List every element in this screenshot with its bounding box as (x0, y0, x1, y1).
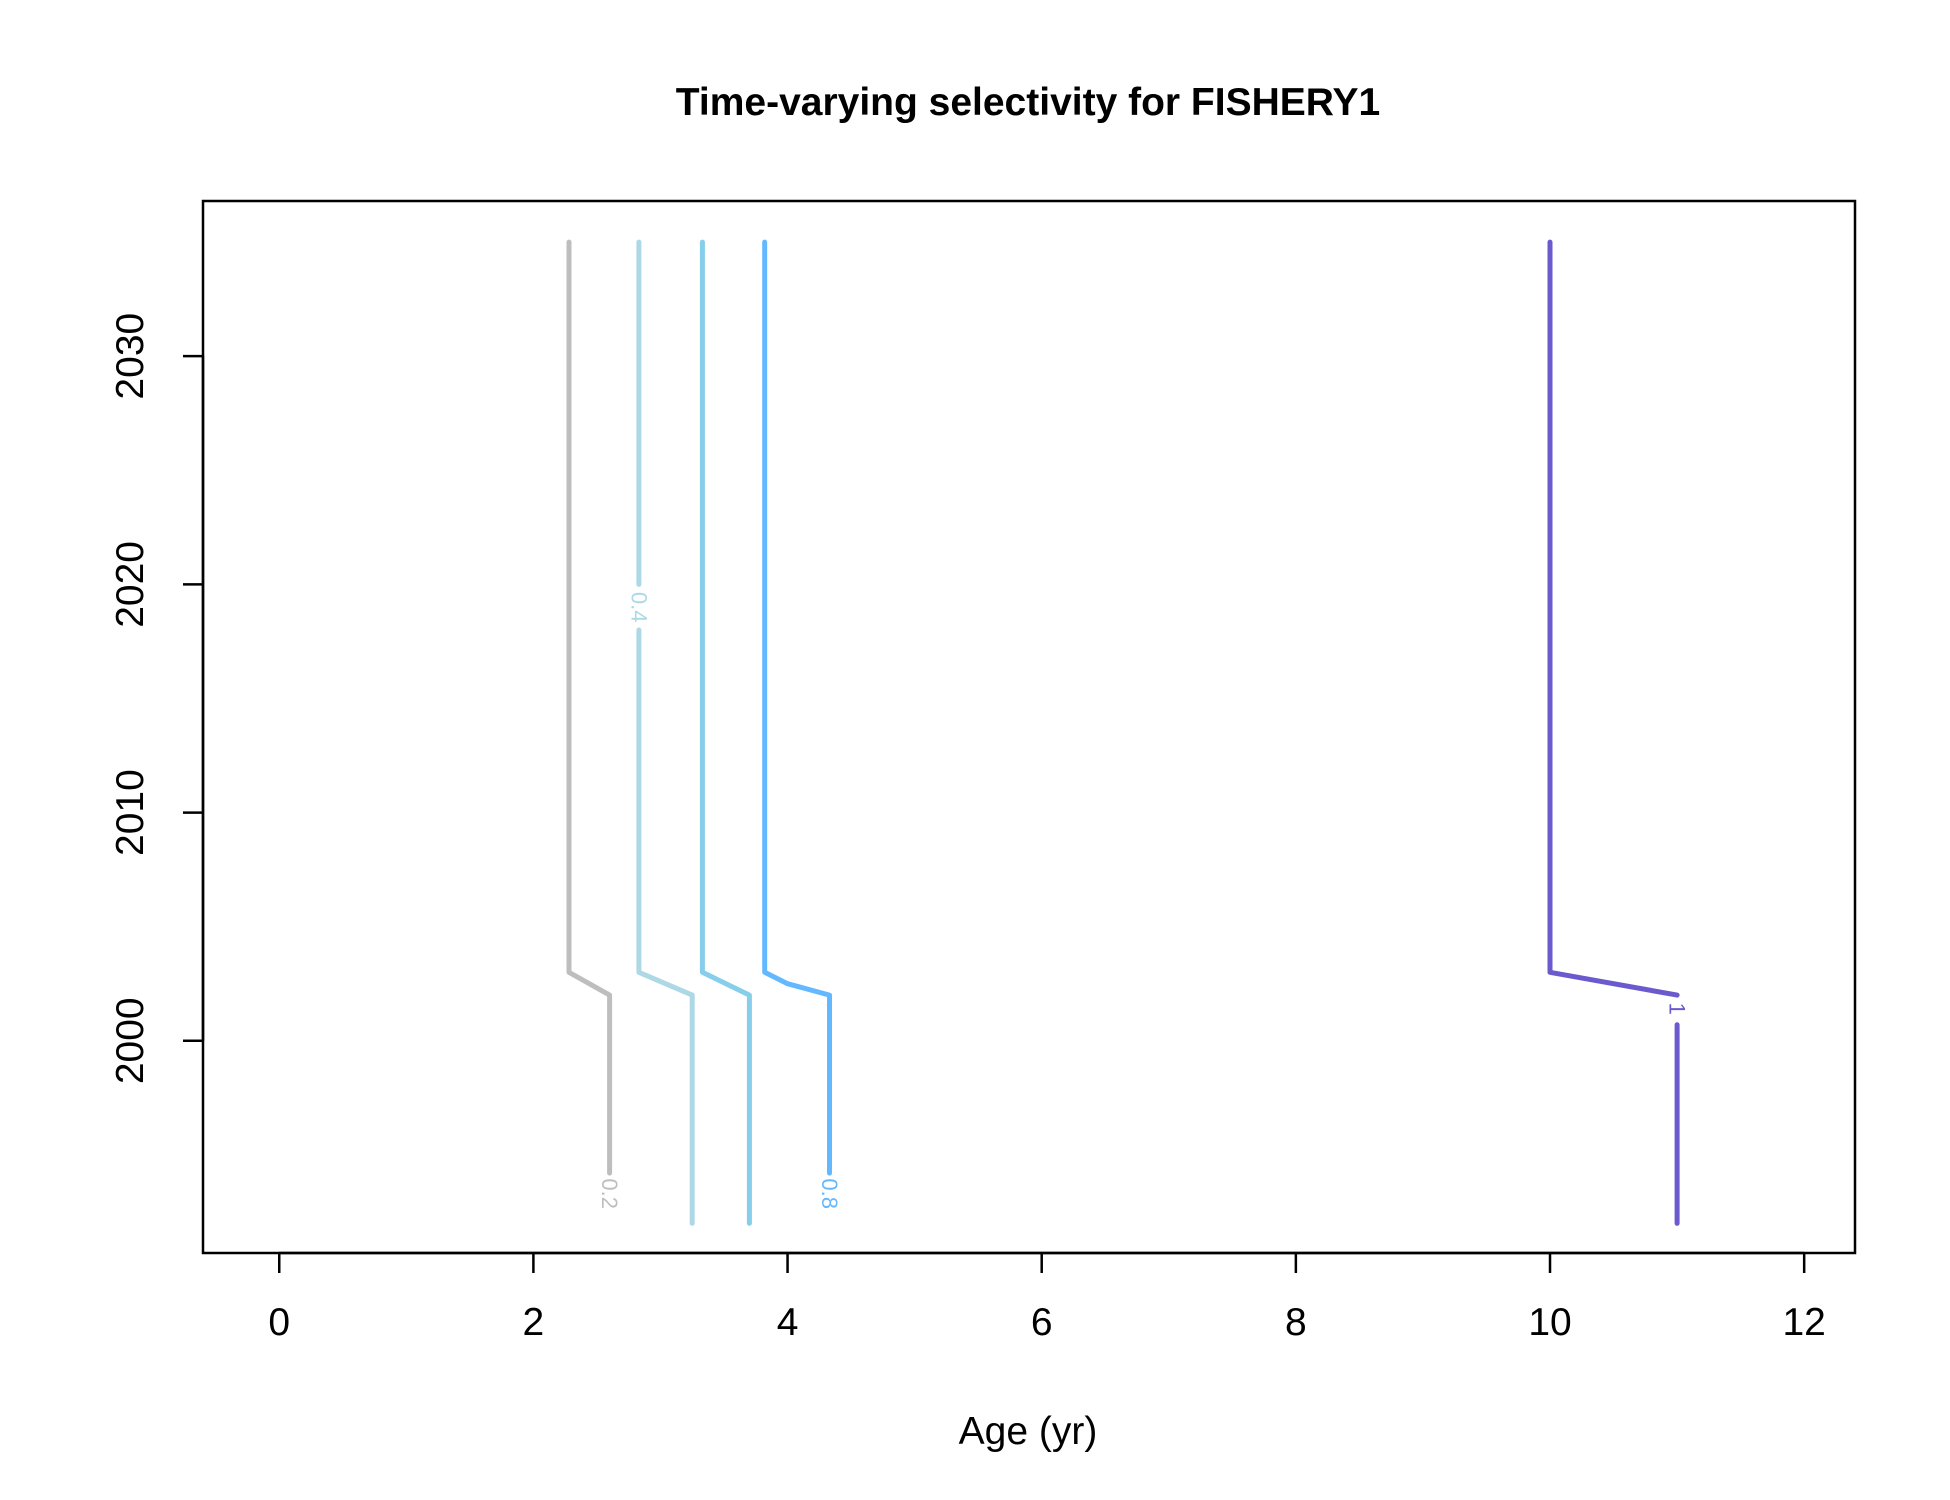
contour-labels: 0.2 0.4 0.8 1 (597, 592, 1689, 1209)
plot-frame (203, 201, 1855, 1253)
contour-line-1 (1550, 242, 1677, 995)
contour-lines (569, 242, 1677, 1223)
contour-label: 0.8 (817, 1178, 842, 1209)
contour-line-0-4 (639, 630, 692, 1223)
x-axis-label: Age (yr) (959, 1410, 1098, 1453)
x-tick-label: 4 (777, 1301, 799, 1344)
chart-title: Time-varying selectivity for FISHERY1 (676, 81, 1380, 124)
x-tick-label: 2 (523, 1301, 545, 1344)
contour-line-0-8 (765, 242, 830, 1173)
y-tick-label: 2030 (109, 313, 152, 400)
y-tick-label: 2010 (109, 769, 152, 856)
contour-label: 0.2 (597, 1178, 622, 1209)
y-axis: 2000 2010 2020 2030 (109, 313, 203, 1084)
contour-label: 1 (1665, 1003, 1690, 1015)
x-axis: 0 2 4 6 8 10 12 (268, 1253, 1825, 1344)
contour-label: 0.4 (626, 592, 651, 623)
x-tick-label: 8 (1285, 1301, 1307, 1344)
y-tick-label: 2020 (109, 541, 152, 628)
x-tick-label: 12 (1782, 1301, 1825, 1344)
x-tick-label: 0 (268, 1301, 290, 1344)
y-tick-label: 2000 (109, 997, 152, 1084)
contour-line-0-6 (702, 242, 749, 1223)
contour-line-0-2 (569, 242, 610, 1173)
x-tick-label: 6 (1031, 1301, 1053, 1344)
x-tick-label: 10 (1528, 1301, 1571, 1344)
